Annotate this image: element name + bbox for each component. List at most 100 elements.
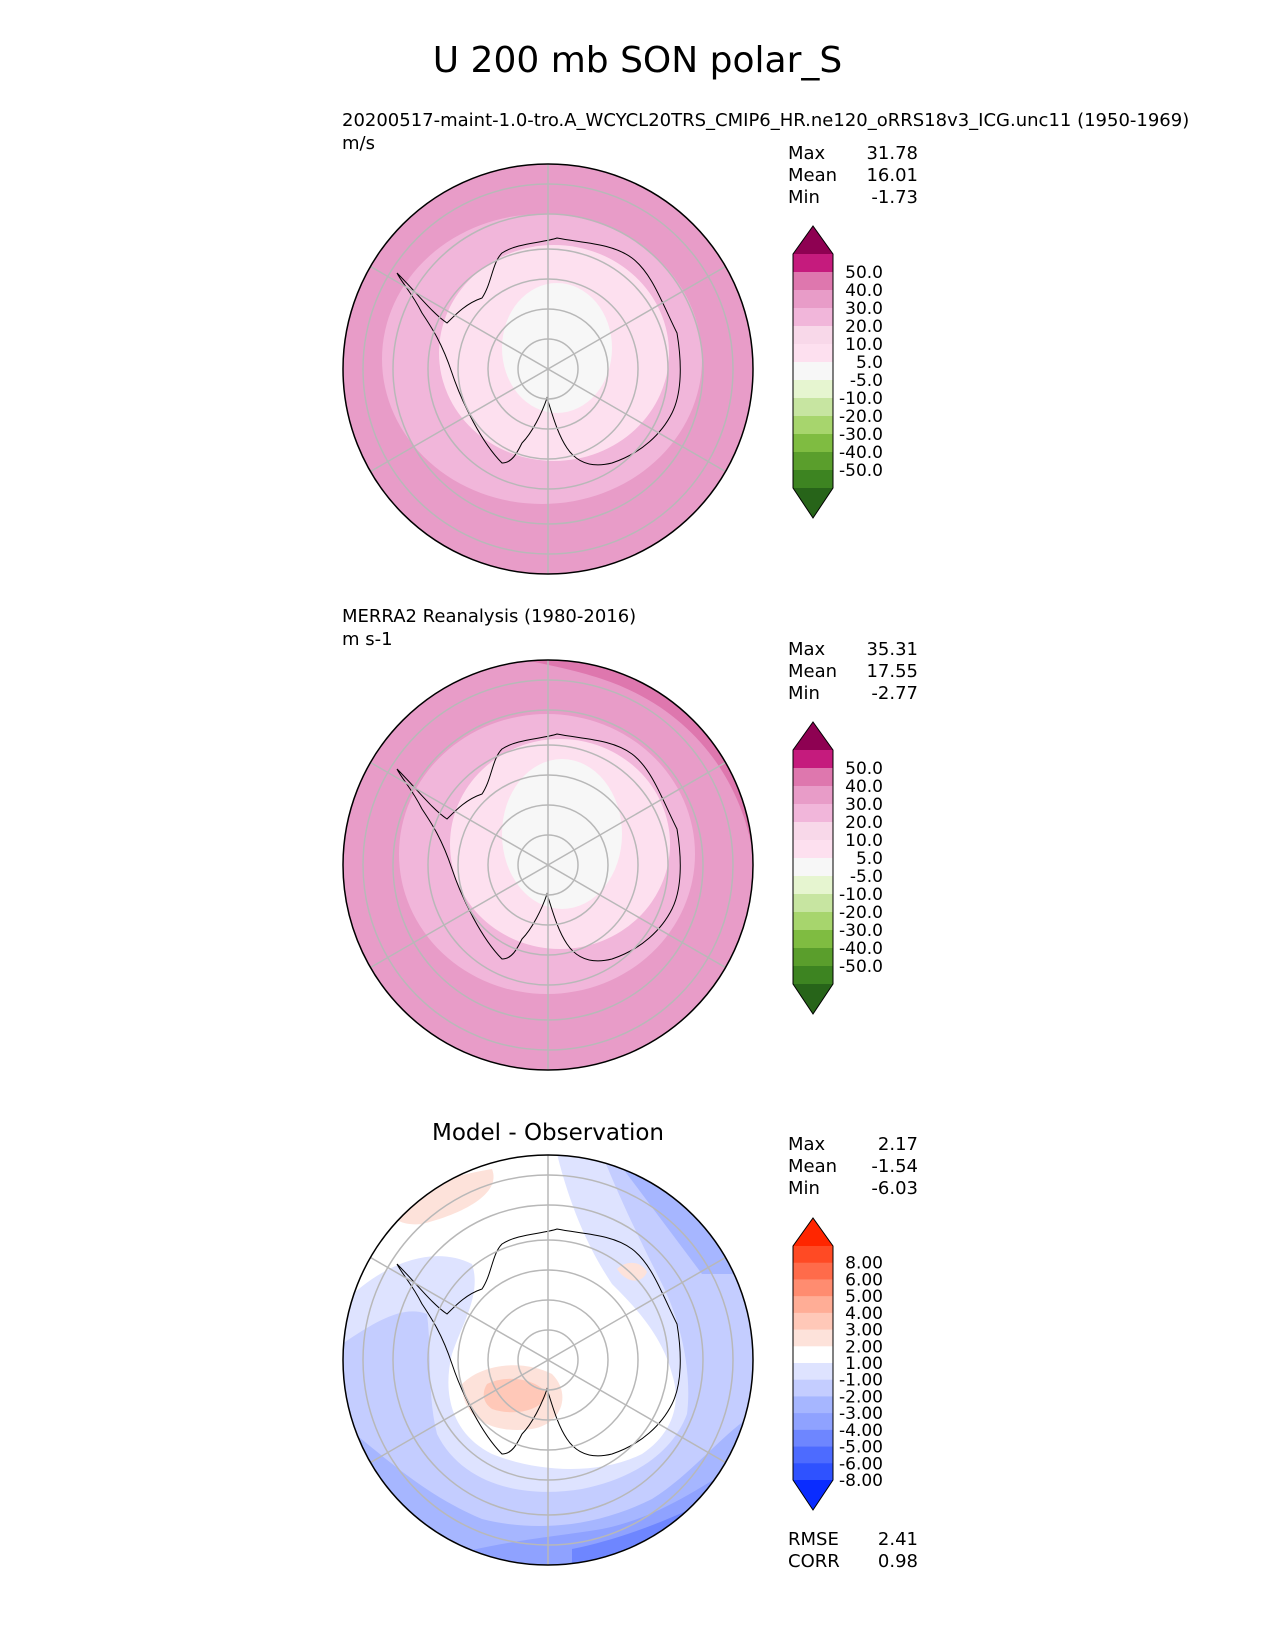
colorbar-tick-label: 5.0 bbox=[856, 353, 883, 373]
colorbar-segment bbox=[793, 1446, 833, 1464]
colorbar-segment bbox=[793, 1246, 833, 1264]
colorbar-tick-label: -5.0 bbox=[850, 371, 883, 391]
colorbar-tick-label: -50.0 bbox=[839, 461, 883, 481]
graticule bbox=[362, 1155, 734, 1565]
panel-model-polar-map bbox=[342, 163, 754, 575]
colorbar-tick-label: 30.0 bbox=[845, 299, 883, 319]
colorbar-tick-label: -5.00 bbox=[839, 1438, 883, 1458]
colorbar-segment bbox=[793, 452, 833, 471]
colorbar-segment bbox=[793, 768, 833, 787]
panel-model-colorbar: 50.040.030.020.010.05.0-5.0-10.0-20.0-30… bbox=[792, 225, 883, 519]
graticule bbox=[362, 660, 734, 1070]
colorbar-segment bbox=[793, 434, 833, 453]
colorbar-tick-label: -6.00 bbox=[839, 1454, 883, 1474]
colorbar-segment bbox=[793, 1312, 833, 1331]
colorbar-tick-label: 8.00 bbox=[845, 1254, 883, 1274]
panel-obs-colorbar: 50.040.030.020.010.05.0-5.0-10.0-20.0-30… bbox=[792, 721, 883, 1015]
colorbar-tick-label: -30.0 bbox=[839, 425, 883, 445]
figure-title: U 200 mb SON polar_S bbox=[432, 40, 843, 81]
colorbar-tick-label: -20.0 bbox=[839, 407, 883, 427]
colorbar-segment bbox=[793, 1329, 833, 1347]
colorbar-segment bbox=[793, 1279, 833, 1297]
colorbar-tick-label: 4.00 bbox=[845, 1304, 883, 1324]
colorbar-tick-label: 20.0 bbox=[845, 813, 883, 833]
field-band-1-2-north bbox=[391, 1169, 494, 1225]
colorbar-tick-label: -3.00 bbox=[839, 1404, 883, 1424]
colorbar-tick-label: 50.0 bbox=[845, 759, 883, 779]
colorbar-segment bbox=[793, 470, 833, 489]
antarctica-coastline bbox=[396, 237, 681, 466]
colorbar-tick-label: -8.00 bbox=[839, 1471, 883, 1491]
colorbar-segment bbox=[793, 1396, 833, 1414]
colorbar-segment bbox=[793, 1463, 833, 1481]
graticule bbox=[362, 164, 734, 574]
panel-model-stats: Max 31.78 Mean 16.01 Min -1.73 bbox=[788, 143, 918, 208]
colorbar-tick-label: 6.00 bbox=[845, 1270, 883, 1290]
colorbar-extend-max bbox=[793, 722, 833, 750]
map-boundary bbox=[342, 1154, 754, 1566]
colorbar-segment bbox=[793, 804, 833, 823]
colorbar-tick-label: -10.0 bbox=[839, 885, 883, 905]
colorbar-segment bbox=[793, 894, 833, 913]
colorbar-segment bbox=[793, 858, 833, 877]
colorbar-segment bbox=[793, 362, 833, 381]
colorbar-segment bbox=[793, 398, 833, 417]
panel-diff-title: Model - Observation bbox=[431, 1120, 665, 1146]
colorbar-extend-max bbox=[793, 1218, 833, 1246]
colorbar-extend-min bbox=[793, 1480, 833, 1510]
colorbar-segment bbox=[793, 1296, 833, 1314]
colorbar-segment bbox=[793, 1346, 833, 1364]
colorbar-tick-label: -10.0 bbox=[839, 389, 883, 409]
colorbar-segment bbox=[793, 290, 833, 309]
panel-obs-polar-map bbox=[342, 659, 754, 1071]
field-band-neg5-5 bbox=[502, 283, 612, 413]
colorbar-tick-label: 40.0 bbox=[845, 777, 883, 797]
colorbar-extend-max bbox=[793, 226, 833, 254]
panel-diff-polar-map bbox=[342, 1154, 754, 1566]
colorbar-outline bbox=[792, 721, 834, 1015]
colorbar-segment bbox=[793, 912, 833, 931]
colorbar-segment bbox=[793, 1363, 833, 1381]
colorbar-tick-label: 40.0 bbox=[845, 281, 883, 301]
colorbar-segment bbox=[793, 344, 833, 363]
colorbar-segment bbox=[793, 840, 833, 859]
colorbar-outline bbox=[792, 1217, 834, 1511]
colorbar-segment bbox=[793, 930, 833, 949]
colorbar-tick-label: 10.0 bbox=[845, 831, 883, 851]
panel-obs-caption: MERRA2 Reanalysis (1980-2016) bbox=[342, 606, 637, 627]
panel-obs-units: m s-1 bbox=[342, 629, 393, 650]
field-band-neg3-neg2 bbox=[343, 1155, 753, 1565]
field-band-neg5-5 bbox=[502, 759, 622, 909]
colorbar-segment bbox=[793, 1379, 833, 1397]
colorbar-tick-label: 1.00 bbox=[845, 1354, 883, 1374]
antarctica-coastline bbox=[396, 1228, 681, 1457]
colorbar-segment bbox=[793, 966, 833, 985]
map-boundary bbox=[342, 659, 754, 1071]
colorbar-segment bbox=[793, 876, 833, 895]
colorbar-segment bbox=[793, 1429, 833, 1448]
colorbar-tick-label: 5.00 bbox=[845, 1287, 883, 1307]
colorbar-segment bbox=[793, 254, 833, 273]
colorbar-tick-label: -30.0 bbox=[839, 921, 883, 941]
colorbar-tick-label: 20.0 bbox=[845, 317, 883, 337]
colorbar-segment bbox=[793, 308, 833, 327]
colorbar-segment bbox=[793, 416, 833, 435]
colorbar-segment bbox=[793, 750, 833, 769]
colorbar-tick-label: -5.0 bbox=[850, 867, 883, 887]
colorbar-segment bbox=[793, 272, 833, 291]
panel-model-caption: 20200517-maint-1.0-tro.A_WCYCL20TRS_CMIP… bbox=[342, 110, 1190, 131]
colorbar-tick-label: -40.0 bbox=[839, 939, 883, 959]
colorbar-tick-label: 2.00 bbox=[845, 1337, 883, 1357]
colorbar-segment bbox=[793, 1262, 833, 1280]
colorbar-segment bbox=[793, 1413, 833, 1431]
antarctica-coastline bbox=[396, 733, 681, 962]
colorbar-tick-label: -4.00 bbox=[839, 1421, 883, 1441]
colorbar-tick-label: -2.00 bbox=[839, 1387, 883, 1407]
colorbar-segment bbox=[793, 786, 833, 805]
colorbar-segment bbox=[793, 326, 833, 345]
colorbar-tick-label: 5.0 bbox=[856, 849, 883, 869]
colorbar-tick-label: 30.0 bbox=[845, 795, 883, 815]
colorbar-tick-label: -1.00 bbox=[839, 1371, 883, 1391]
colorbar-segment bbox=[793, 822, 833, 841]
colorbar-segment bbox=[793, 380, 833, 399]
